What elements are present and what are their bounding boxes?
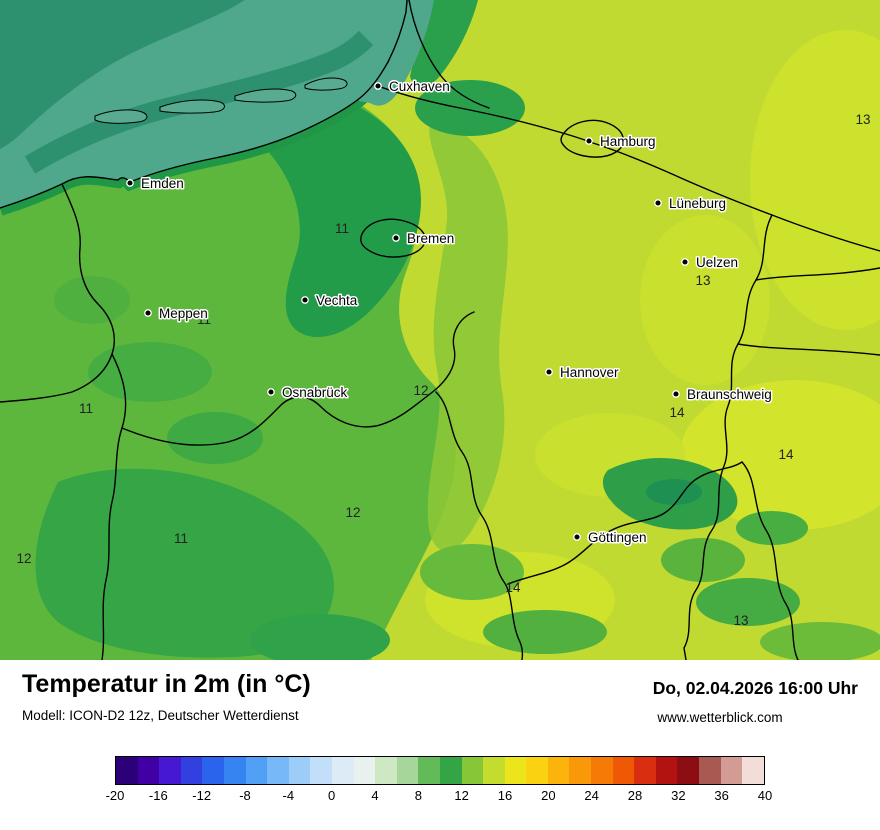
legend-cell (612, 757, 635, 784)
city-marker-uelzen: Uelzen (681, 254, 740, 272)
legend-cell (137, 757, 160, 784)
city-label: Meppen (159, 306, 208, 321)
legend-cell (245, 757, 268, 784)
city-marker-emden: Emden (126, 175, 185, 193)
temp-value: 14 (505, 580, 521, 595)
legend-tick-label: 32 (671, 788, 686, 803)
legend-tick-label: 40 (757, 788, 773, 803)
city-marker-hamburg: Hamburg (585, 133, 657, 151)
legend-cell (331, 757, 354, 784)
legend-tick-label: 12 (454, 788, 469, 803)
city-markers: Cuxhaven Hamburg Emden Lüneburg Bremen (126, 78, 773, 547)
temperature-map: 13 11 13 11 11 12 14 14 12 11 12 14 13 C… (0, 0, 880, 660)
city-marker-vechta: Vechta (301, 292, 359, 310)
map-temperature-field (0, 0, 880, 660)
legend-cell (655, 757, 678, 784)
legend-cell (223, 757, 246, 784)
city-marker-osnabrueck: Osnabrück (267, 384, 349, 402)
legend-tick-label: 24 (584, 788, 599, 803)
city-label: Lüneburg (669, 196, 726, 211)
legend-cell (483, 757, 505, 784)
temp-value: 11 (335, 221, 349, 236)
legend-cell (547, 757, 570, 784)
temperature-values: 13 11 13 11 11 12 14 14 12 11 12 14 13 (16, 112, 870, 628)
temp-value: 12 (413, 383, 428, 398)
legend-cell (742, 757, 764, 784)
legend-tick-row: -20 -16 -12 -8 -4 0 4 8 12 16 20 24 28 32 36 40 (106, 788, 773, 806)
city-marker-cuxhaven: Cuxhaven (374, 78, 451, 96)
city-label: Vechta (316, 293, 358, 308)
city-label: Bremen (407, 231, 454, 246)
legend-tick-label: -4 (282, 788, 295, 803)
legend-colorbar (115, 756, 765, 785)
legend-cell (116, 757, 138, 784)
city-marker-bremen: Bremen (392, 230, 456, 248)
city-marker-braunschweig: Braunschweig (672, 386, 773, 404)
city-marker-hannover: Hannover (545, 364, 621, 382)
legend-cell (569, 757, 592, 784)
legend-tick-label: 0 (328, 788, 336, 803)
temp-value: 11 (79, 401, 93, 416)
map-footer: Temperatur in 2m (in °C) Modell: ICON-D2… (0, 660, 880, 830)
page-title: Temperatur in 2m (in °C) (22, 670, 311, 698)
legend-tick-label: -16 (148, 788, 168, 803)
city-label: Göttingen (588, 530, 647, 545)
legend-cell (267, 757, 289, 784)
border-lines (0, 0, 880, 660)
legend-tick-label: 16 (497, 788, 513, 803)
city-marker-lueneburg: Lüneburg (654, 195, 728, 213)
legend-tick-label: 20 (541, 788, 556, 803)
city-label: Cuxhaven (389, 79, 450, 94)
legend-cell (439, 757, 462, 784)
temp-value: 12 (16, 551, 31, 566)
legend-tick-label: 4 (371, 788, 379, 803)
temp-value: 14 (669, 405, 685, 420)
model-info: Modell: ICON-D2 12z, Deutscher Wetterdie… (22, 708, 299, 723)
legend-cell (634, 757, 656, 784)
website-label: www.wetterblick.com (657, 710, 783, 725)
legend-cell (202, 757, 224, 784)
map-svg: 13 11 13 11 11 12 14 14 12 11 12 14 13 C… (0, 0, 880, 660)
legend-cell (504, 757, 527, 784)
legend-cell (159, 757, 181, 784)
legend-cell (526, 757, 548, 784)
temp-value: 11 (174, 531, 188, 546)
forecast-datetime: Do, 02.04.2026 16:00 Uhr (652, 678, 858, 698)
legend-tick-label: 28 (627, 788, 643, 803)
legend-cell (720, 757, 743, 784)
temp-value: 13 (855, 112, 870, 127)
islands (94, 77, 348, 124)
legend-tick-label: 8 (414, 788, 422, 803)
city-label: Braunschweig (687, 387, 772, 402)
legend-tick-label: -20 (105, 788, 125, 803)
legend-cell (591, 757, 613, 784)
legend-cell (396, 757, 419, 784)
legend-tick-label: -12 (192, 788, 212, 803)
temp-value: 12 (345, 505, 360, 520)
legend-cell (677, 757, 700, 784)
legend-cell (310, 757, 332, 784)
legend-cell (418, 757, 440, 784)
legend-cell (461, 757, 484, 784)
city-label: Osnabrück (282, 385, 348, 400)
city-label: Emden (141, 176, 184, 191)
temp-value: 11 (197, 312, 211, 327)
city-label: Hannover (560, 365, 619, 380)
city-label: Hamburg (600, 134, 656, 149)
legend-cell (375, 757, 397, 784)
temp-value: 14 (778, 447, 794, 462)
legend-tick-label: 36 (714, 788, 729, 803)
city-marker-meppen: Meppen (144, 305, 209, 323)
legend-tick-label: -8 (239, 788, 251, 803)
legend-cell (180, 757, 203, 784)
legend-cell (353, 757, 376, 784)
legend-cell (699, 757, 721, 784)
legend-cell (288, 757, 311, 784)
temp-value: 13 (695, 273, 710, 288)
temp-value: 13 (733, 613, 748, 628)
city-marker-goettingen: Göttingen (573, 529, 648, 547)
temperature-legend: -20 -16 -12 -8 -4 0 4 8 12 16 20 24 28 32 36 40 (106, 756, 773, 806)
city-label: Uelzen (696, 255, 738, 270)
